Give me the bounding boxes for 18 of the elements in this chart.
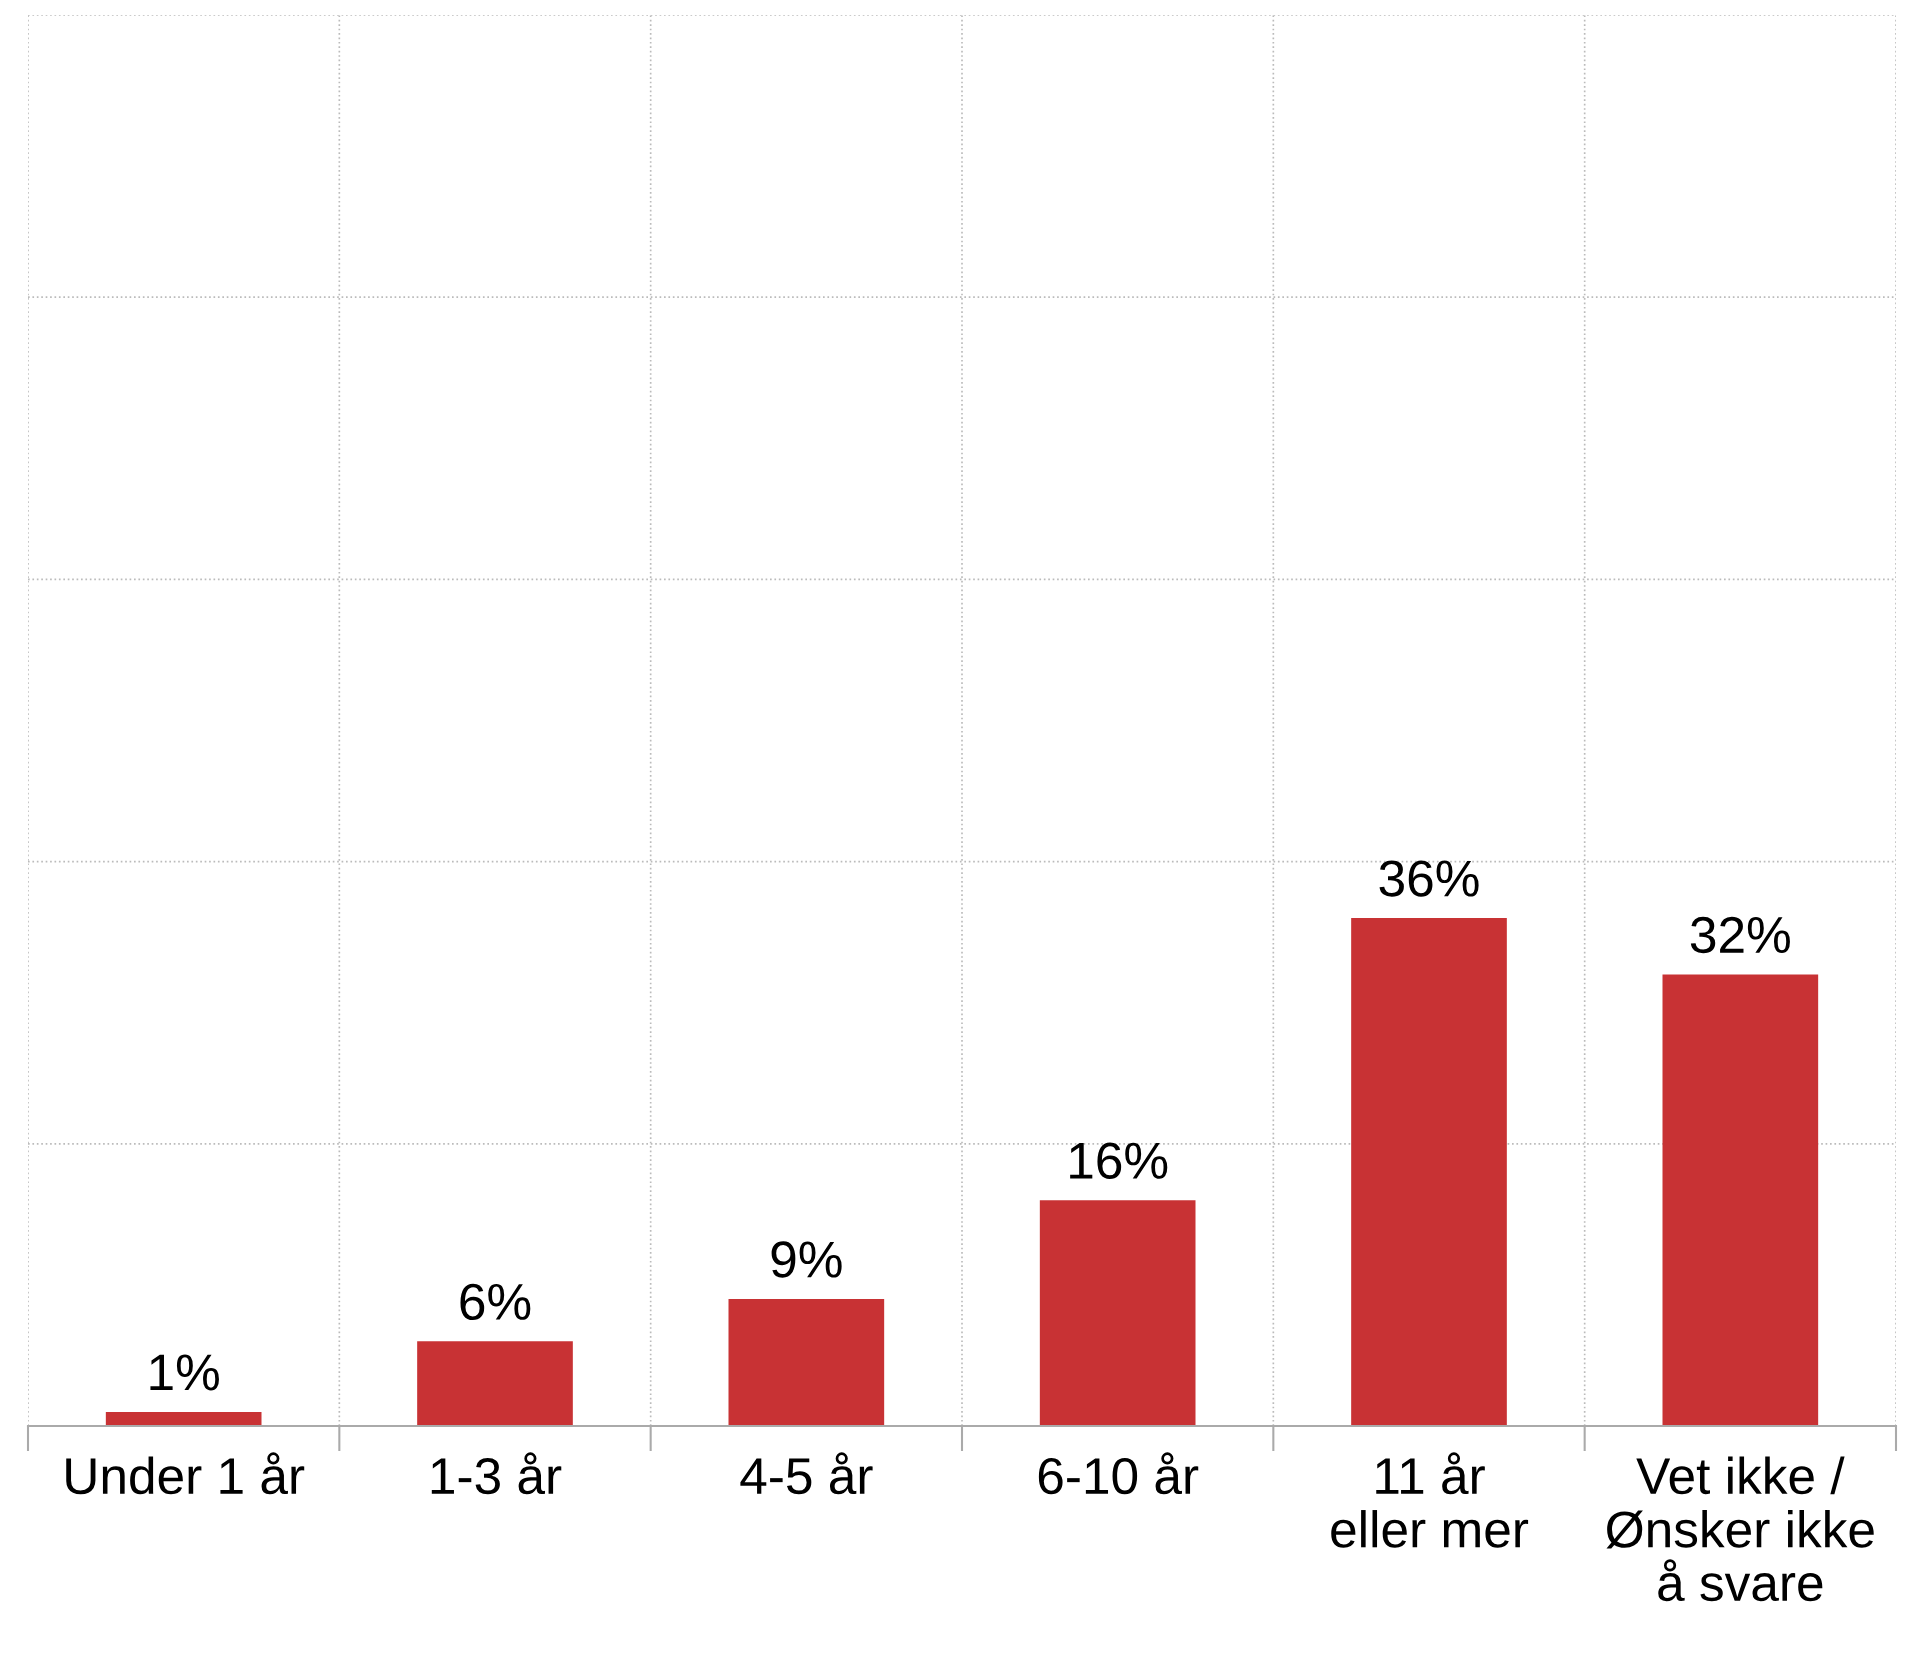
data-label: 6% [460, 1283, 531, 1321]
bar [1039, 1200, 1196, 1426]
bar [1662, 974, 1819, 1426]
data-label: 36% [1379, 860, 1479, 897]
x-tick-label: 1-3 år [431, 1452, 562, 1495]
x-tick-label: 6-10 år [1038, 1452, 1199, 1495]
data-label: 9% [771, 1241, 842, 1278]
bar [105, 1411, 262, 1426]
bar [1351, 918, 1507, 1426]
data-label: 16% [1070, 1142, 1168, 1179]
x-tick-label: Vet ikke / Ønsker ikke å svare [1606, 1456, 1874, 1602]
data-label: 32% [1690, 916, 1790, 954]
bar [728, 1299, 885, 1426]
x-tick-label: 4-5 år [740, 1452, 873, 1495]
data-label: 1% [150, 1354, 219, 1391]
x-tick-label: 11 år eller mer [1331, 1452, 1529, 1548]
x-tick-label: Under 1 år [66, 1452, 305, 1495]
bar [417, 1341, 573, 1426]
